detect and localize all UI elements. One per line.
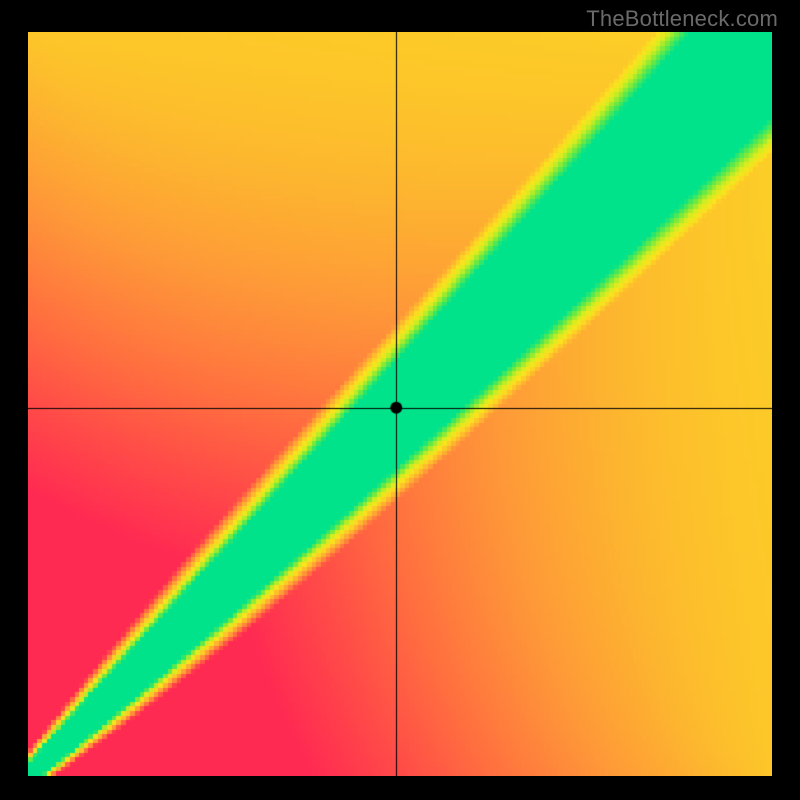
bottleneck-heatmap [28, 32, 772, 776]
watermark-label: TheBottleneck.com [586, 6, 778, 32]
